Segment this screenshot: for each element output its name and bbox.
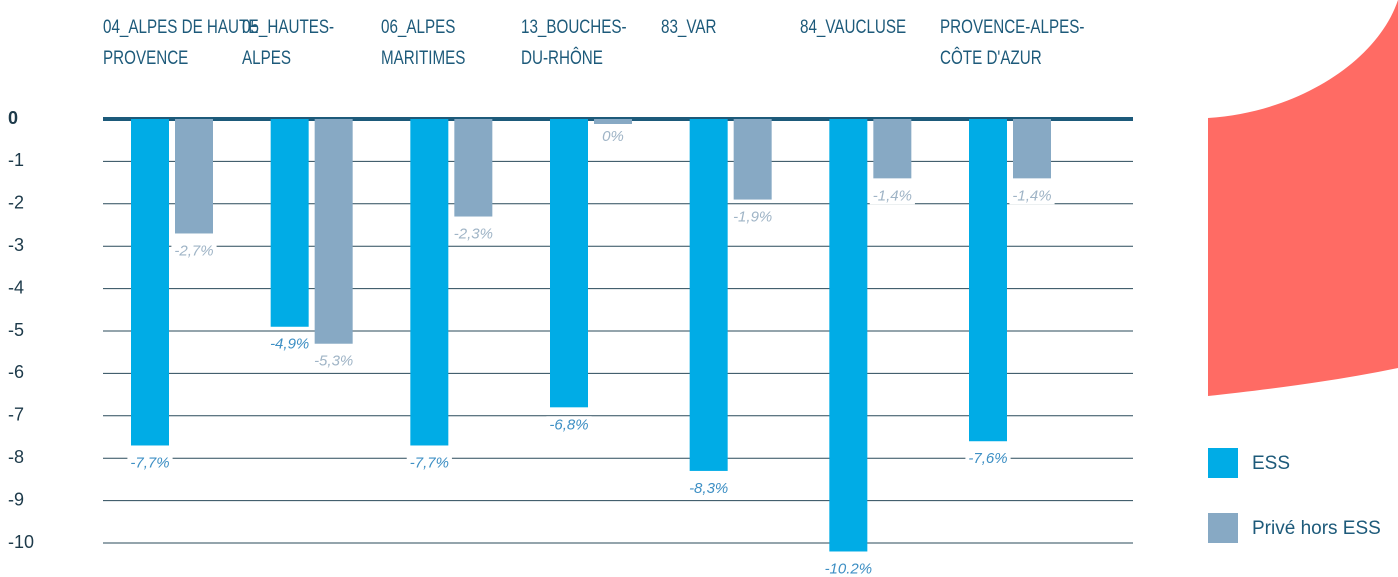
y-tick-label: -1 (8, 150, 24, 170)
y-tick-label: -5 (8, 320, 24, 340)
label-background (267, 335, 313, 353)
category-label: 05_HAUTES- ALPES (241, 17, 334, 69)
label-background (686, 479, 732, 497)
legend-swatch (1208, 448, 1238, 478)
y-tick-label: 0 (8, 108, 18, 128)
category-label: 04_ALPES DE HAUTE PROVENCE (103, 17, 259, 69)
label-background (869, 187, 915, 205)
value-label: -6,8% (549, 416, 588, 433)
bar (131, 119, 169, 446)
label-background (450, 225, 496, 243)
label-background (171, 242, 217, 260)
bar (410, 119, 449, 446)
y-tick-label: -6 (8, 362, 24, 382)
value-label: 0% (602, 128, 624, 145)
label-background (730, 208, 776, 226)
y-tick-label: -2 (8, 193, 24, 213)
y-tick-label: -7 (8, 405, 24, 425)
value-label: -5,3% (314, 353, 353, 370)
bar (969, 119, 1007, 442)
y-tick-label: -3 (8, 235, 24, 255)
bar (689, 119, 728, 471)
category-label: 84_VAUCLUSE (800, 17, 907, 38)
bar (270, 119, 309, 327)
label-background (311, 352, 357, 370)
bar (873, 119, 912, 179)
bar (594, 119, 632, 124)
legend-label: Privé hors ESS (1252, 518, 1381, 539)
value-label: -7,7% (410, 454, 449, 471)
value-label: -10.2% (825, 560, 873, 577)
category-label: 83_VAR (660, 17, 717, 38)
y-tick-label: -4 (8, 277, 24, 297)
bar (175, 119, 213, 234)
category-label: PROVENCE-ALPES- CÔTE D'AZUR (940, 17, 1085, 69)
bar (314, 119, 353, 344)
label-background (599, 127, 627, 145)
label-background (821, 560, 876, 577)
y-tick-label: -9 (8, 489, 24, 509)
y-tick-label: -10 (8, 532, 34, 552)
bar (829, 119, 868, 552)
label-background (406, 454, 452, 472)
value-label: -1,4% (1012, 187, 1051, 204)
value-label: -1,4% (873, 187, 912, 204)
value-label: -4,9% (270, 336, 309, 353)
label-background (1009, 187, 1055, 205)
label-background (127, 454, 173, 472)
category-label: 06_ALPES MARITIMES (381, 17, 466, 69)
decoration (1208, 0, 1398, 396)
label-background (546, 416, 592, 434)
value-label: -8,3% (689, 480, 728, 497)
bar (1013, 119, 1051, 179)
legend-swatch (1208, 513, 1238, 543)
label-background (965, 450, 1011, 468)
value-label: -7,7% (130, 454, 169, 471)
y-tick-label: -8 (8, 447, 24, 467)
category-label: 13_BOUCHES- DU-RHÔNE (521, 17, 627, 69)
bar (454, 119, 493, 217)
value-label: -1,9% (733, 209, 772, 226)
bar (733, 119, 772, 200)
bar (550, 119, 588, 408)
value-label: -7,6% (968, 450, 1007, 467)
value-label: -2,7% (174, 242, 213, 259)
value-label: -2,3% (454, 225, 493, 242)
legend-label: ESS (1252, 453, 1290, 474)
